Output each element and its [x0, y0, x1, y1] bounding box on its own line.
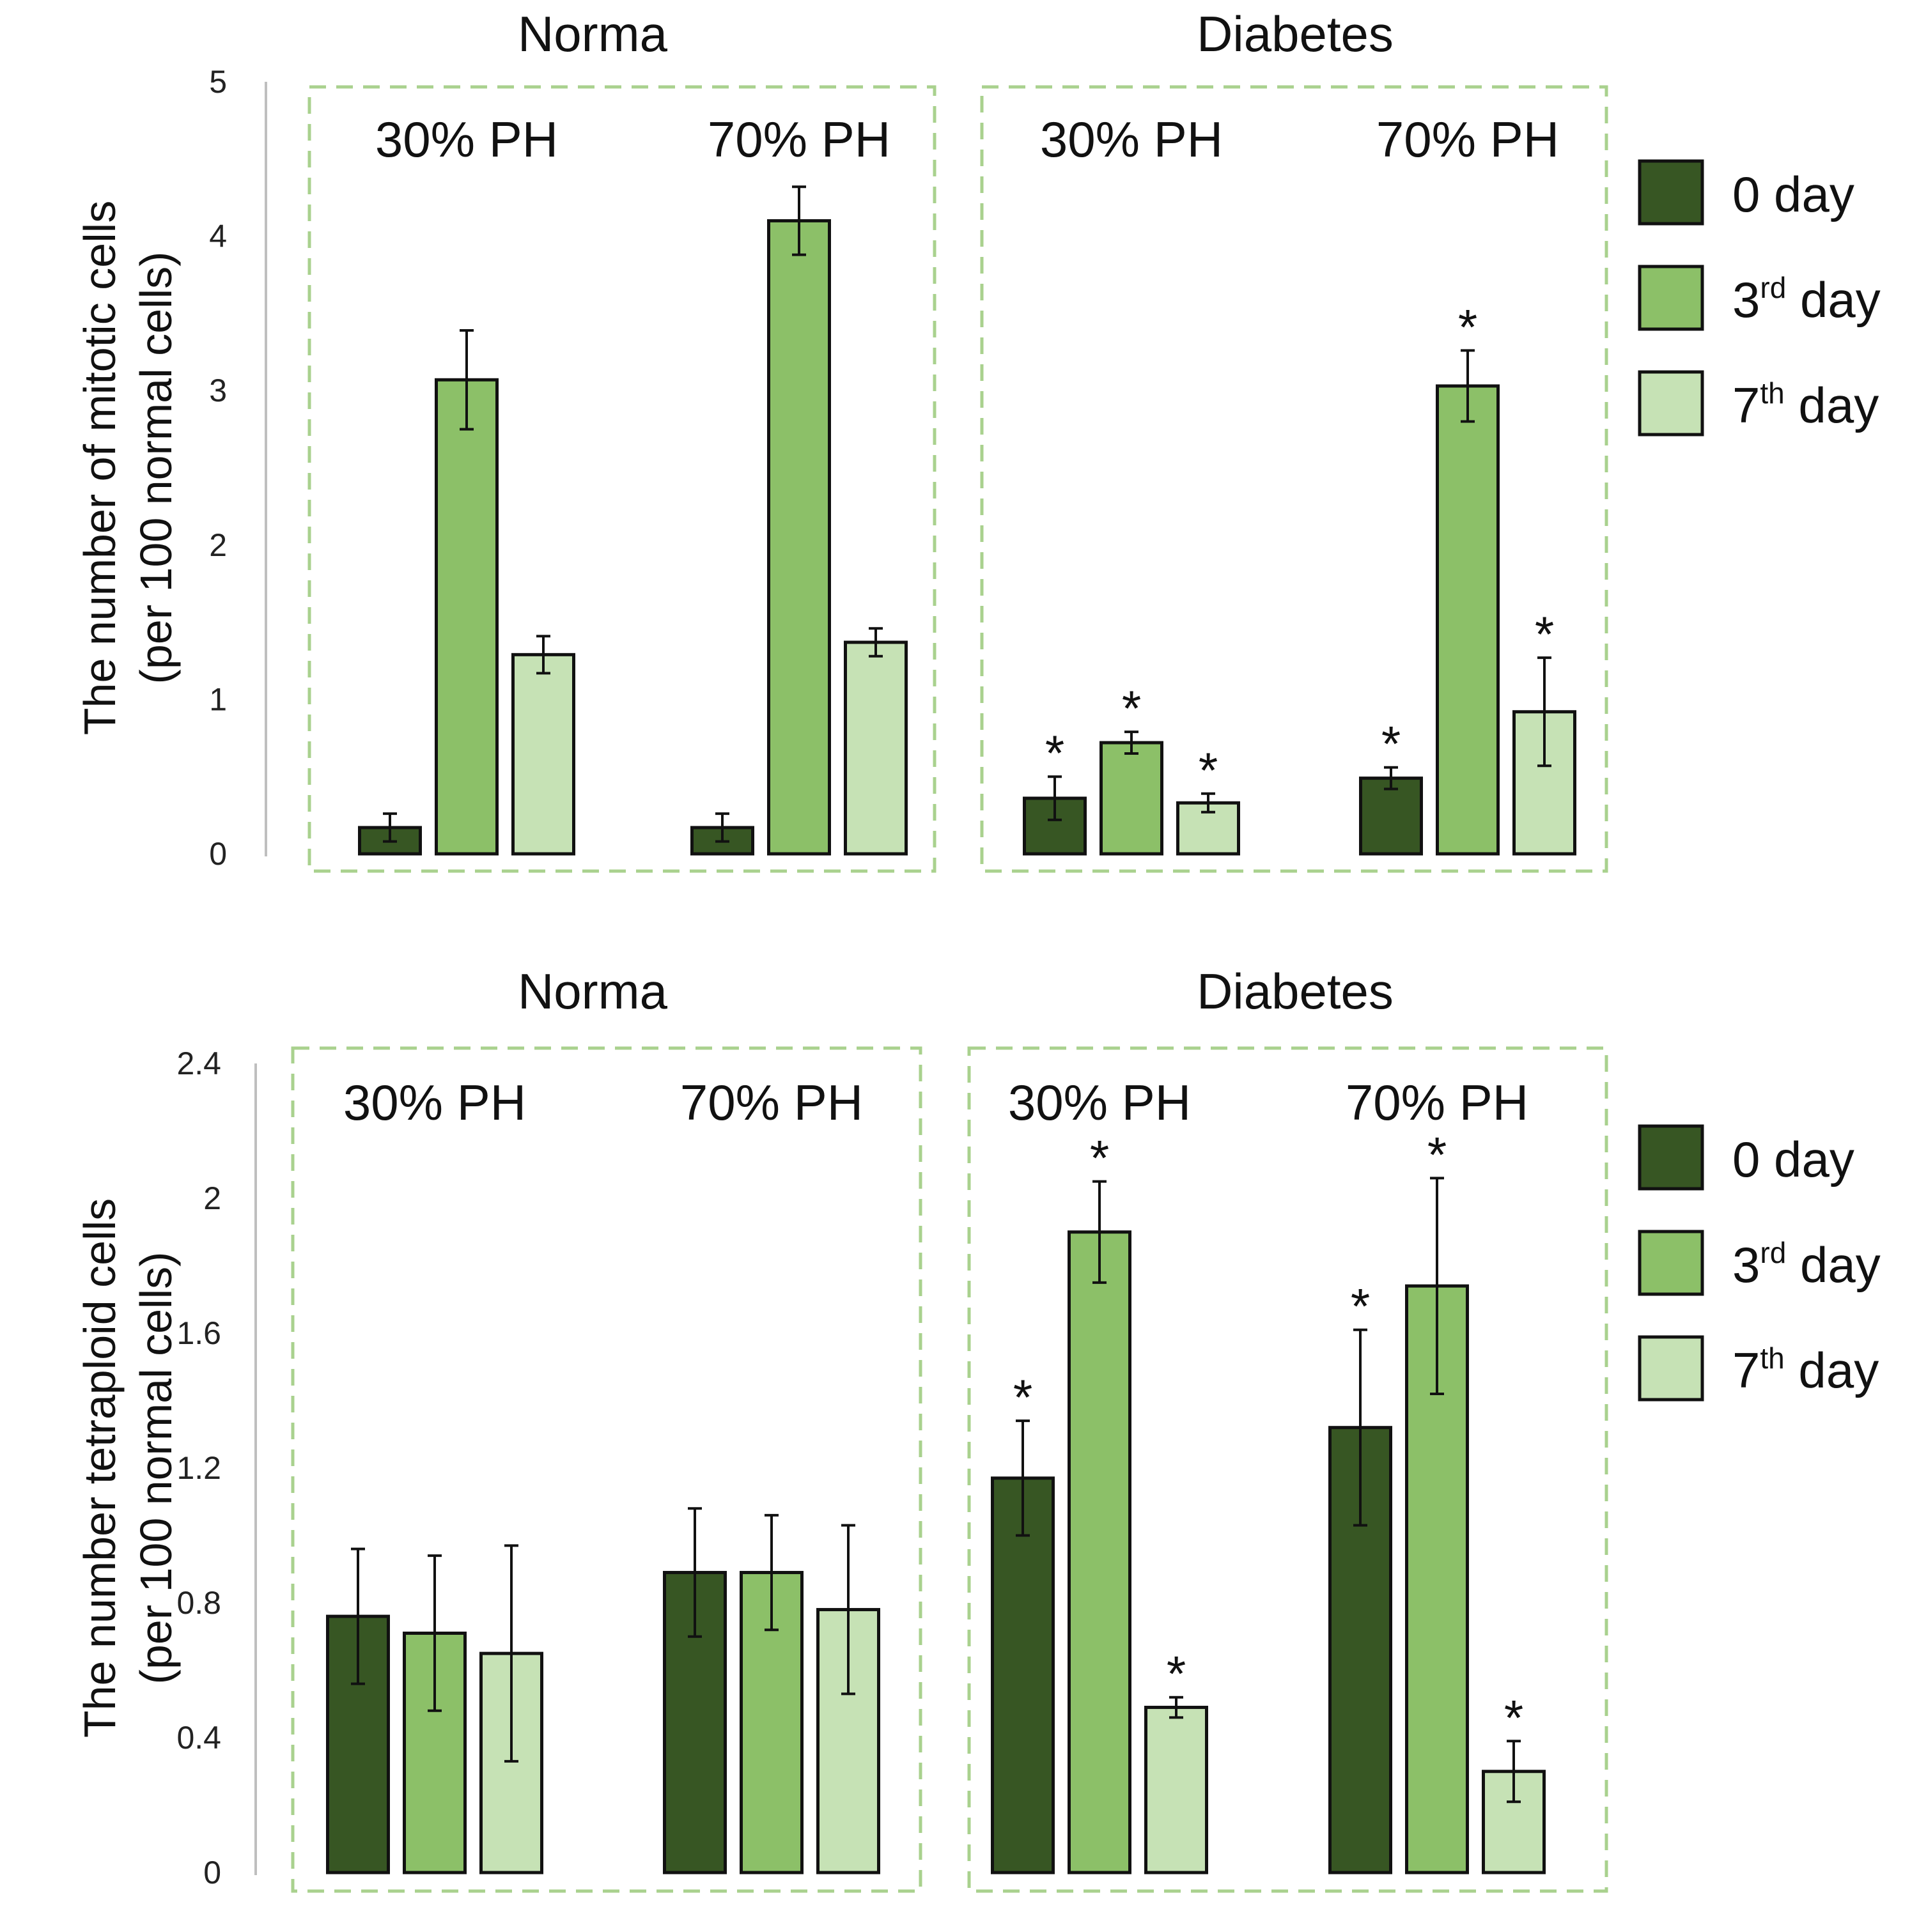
bar-day3 [1099, 741, 1163, 856]
y-tick-label: 1.2 [176, 1450, 221, 1486]
y-tick-label: 2 [209, 527, 227, 563]
legend-label: 0 day [1732, 1131, 1854, 1187]
legend-swatch-day0 [1638, 1124, 1704, 1191]
y-tick-label: 0 [209, 836, 227, 872]
significance-marker: * [1013, 1369, 1032, 1425]
bar-day7 [1144, 1706, 1208, 1874]
significance-marker: * [1458, 298, 1477, 355]
y-tick-label: 3 [209, 373, 227, 408]
group-title: Norma [518, 963, 668, 1019]
legend-swatch-day7 [1638, 1335, 1704, 1402]
bar-day3 [1436, 384, 1500, 856]
bar-day0 [1359, 777, 1423, 856]
group-frame [291, 1046, 922, 1893]
significance-marker: * [1122, 680, 1141, 736]
significance-marker: * [1535, 606, 1554, 662]
legend-swatch-day7 [1638, 370, 1704, 437]
legend-label: 3rd day [1732, 271, 1881, 328]
subgroup-title: 30% PH [343, 1074, 526, 1131]
legend-label: 0 day [1732, 166, 1854, 222]
legend: 0 day 3rd day 7th day [1638, 1124, 1881, 1402]
significance-marker: * [1199, 742, 1218, 798]
y-axis-title-line: (per 100 normal cells) [131, 252, 181, 684]
significance-marker: * [1167, 1646, 1186, 1702]
legend-swatch-day3 [1638, 1230, 1704, 1296]
y-tick-label: 4 [209, 219, 227, 254]
legend-label: 3rd day [1732, 1236, 1881, 1293]
legend: 0 day 3rd day 7th day [1638, 159, 1881, 437]
y-axis-title-line: The number tetraploid cells [75, 1198, 125, 1738]
bar-day7 [511, 653, 575, 856]
significance-marker: * [1427, 1126, 1447, 1182]
y-tick-label: 5 [209, 64, 227, 100]
bar-day3 [435, 378, 499, 856]
y-tick-label: 2 [203, 1180, 221, 1216]
group-frame [967, 1046, 1608, 1893]
significance-marker: * [1090, 1130, 1109, 1186]
bar-day3 [767, 219, 831, 856]
y-tick-label: 0 [203, 1855, 221, 1890]
significance-marker: * [1504, 1689, 1523, 1745]
subgroup-title: 70% PH [680, 1074, 863, 1131]
y-tick-label: 1 [209, 681, 227, 717]
group-frame [980, 85, 1608, 873]
significance-marker: * [1045, 725, 1064, 781]
group-title: Diabetes [1197, 963, 1394, 1019]
bar-day7 [844, 640, 908, 856]
y-tick-label: 0.8 [176, 1585, 221, 1621]
subgroup-title: 30% PH [1040, 111, 1223, 167]
y-tick-label: 2.4 [176, 1046, 221, 1081]
bar-day0 [663, 1571, 727, 1874]
legend-swatch-day0 [1638, 159, 1704, 226]
group-frame [307, 85, 936, 873]
y-axis-title-line: (per 100 normal cells) [131, 1252, 181, 1685]
significance-marker: * [1381, 716, 1401, 772]
y-tick-label: 1.6 [176, 1315, 221, 1351]
y-axis-title: The number tetraploid cells (per 100 norm… [75, 1198, 181, 1738]
significance-marker: * [1351, 1278, 1370, 1334]
subgroup-title: 70% PH [1346, 1074, 1528, 1131]
subgroup-title: 70% PH [708, 111, 890, 167]
group-title: Diabetes [1197, 6, 1394, 62]
y-tick-label: 0.4 [176, 1720, 221, 1756]
legend-label: 7th day [1732, 376, 1879, 433]
chart-2: 0 0.4 0.8 1.2 1.6 2 2.4 The number tetraploid c… [75, 963, 1881, 1893]
subgroup-title: 30% PH [375, 111, 558, 167]
subgroup-title: 70% PH [1376, 111, 1559, 167]
group-title: Norma [518, 6, 668, 62]
legend-label: 7th day [1732, 1341, 1879, 1398]
chart-1: 0 1 2 3 4 5 The number of mitotic cells (per 10… [75, 6, 1881, 873]
bar-day3 [1068, 1230, 1131, 1874]
bar-day0 [991, 1476, 1055, 1874]
subgroup-title: 30% PH [1008, 1074, 1191, 1131]
legend-swatch-day3 [1638, 265, 1704, 331]
y-axis-title-line: The number of mitotic cells [75, 201, 125, 735]
y-axis-title: The number of mitotic cells (per 100 norm… [75, 201, 181, 735]
